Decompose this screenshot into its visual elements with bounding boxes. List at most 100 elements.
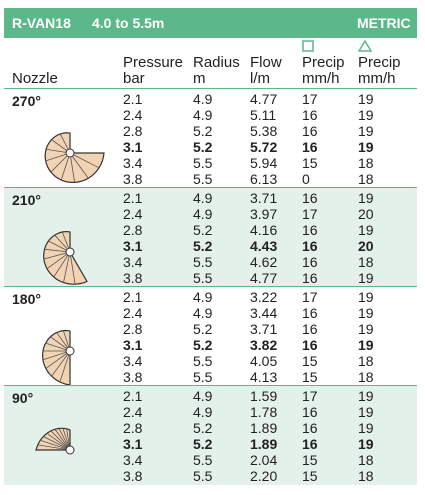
- table-cell: 16: [302, 305, 318, 321]
- table-cell: 4.13: [250, 369, 278, 385]
- table-cell: 16: [302, 420, 318, 436]
- table-cell: 4.9: [193, 289, 213, 305]
- table-cell: 18: [358, 353, 374, 369]
- table-cell: 5.2: [193, 238, 213, 254]
- table-cell: 3.4: [123, 155, 143, 171]
- table-cell: 5.5: [193, 254, 213, 270]
- table-cell: 3.82: [250, 337, 278, 353]
- table-cell: 16: [302, 222, 318, 238]
- table-cell: 3.8: [123, 369, 143, 385]
- table-cell: 18: [358, 452, 374, 468]
- table-cell: 16: [302, 436, 318, 452]
- table-cell: 18: [358, 254, 374, 270]
- table-cell: 19: [358, 139, 374, 155]
- column-header: Radius: [193, 54, 240, 71]
- table-cell: 5.5: [193, 353, 213, 369]
- table-cell: 5.5: [193, 452, 213, 468]
- table-cell: 18: [358, 171, 374, 187]
- table-cell: 18: [358, 468, 374, 484]
- table-cell: 19: [358, 436, 374, 452]
- table-cell: 5.5: [193, 270, 213, 286]
- table-cell: 15: [302, 468, 318, 484]
- table-cell: 3.71: [250, 321, 278, 337]
- table-cell: 4.43: [250, 238, 278, 254]
- square-marker: [302, 40, 314, 52]
- table-cell: 18: [358, 369, 374, 385]
- table-cell: 17: [302, 289, 318, 305]
- nozzle-label: 270°: [12, 93, 41, 109]
- table-cell: 3.8: [123, 171, 143, 187]
- triangle-marker: [358, 40, 372, 52]
- table-cell: 2.4: [123, 305, 143, 321]
- column-header: Pressure: [123, 54, 184, 71]
- table-cell: 5.5: [193, 468, 213, 484]
- table-cell: 16: [302, 270, 318, 286]
- table-cell: 4.16: [250, 222, 278, 238]
- table-cell: 3.22: [250, 289, 278, 305]
- table-cell: 17: [302, 206, 318, 222]
- table-cell: 16: [302, 238, 318, 254]
- table-cell: 19: [358, 305, 374, 321]
- header-bar: [4, 8, 417, 38]
- table-cell: 19: [358, 337, 374, 353]
- table-cell: 3.8: [123, 468, 143, 484]
- table-cell: 2.20: [250, 468, 278, 484]
- table-cell: 2.8: [123, 222, 143, 238]
- table-cell: 1.78: [250, 404, 278, 420]
- unit-system: METRIC: [357, 15, 411, 31]
- table-cell: 16: [302, 337, 318, 353]
- table-cell: 4.9: [193, 404, 213, 420]
- table-cell: 2.04: [250, 452, 278, 468]
- table-cell: 19: [358, 388, 374, 404]
- table-cell: 3.44: [250, 305, 278, 321]
- table-cell: 20: [358, 206, 374, 222]
- table-cell: 2.4: [123, 404, 143, 420]
- column-header: l/m: [250, 70, 270, 87]
- table-cell: 1.89: [250, 420, 278, 436]
- table-cell: 16: [302, 107, 318, 123]
- table-cell: 4.9: [193, 388, 213, 404]
- column-header: Nozzle: [12, 70, 58, 87]
- column-header: Flow: [250, 54, 282, 71]
- table-cell: 19: [358, 420, 374, 436]
- table-cell: 3.4: [123, 452, 143, 468]
- table-cell: 16: [302, 321, 318, 337]
- table-cell: 4.9: [193, 91, 213, 107]
- table-cell: 3.4: [123, 254, 143, 270]
- table-cell: 3.71: [250, 190, 278, 206]
- table-cell: 16: [302, 404, 318, 420]
- table-cell: 4.9: [193, 305, 213, 321]
- table-cell: 17: [302, 91, 318, 107]
- table-cell: 15: [302, 353, 318, 369]
- table-cell: 19: [358, 321, 374, 337]
- table-cell: 19: [358, 107, 374, 123]
- table-cell: 2.8: [123, 321, 143, 337]
- table-cell: 19: [358, 270, 374, 286]
- nozzle-icon: [44, 132, 105, 183]
- table-cell: 16: [302, 139, 318, 155]
- table-cell: 5.2: [193, 337, 213, 353]
- table-cell: 6.13: [250, 171, 278, 187]
- table-cell: 15: [302, 452, 318, 468]
- table-cell: 5.5: [193, 155, 213, 171]
- table-cell: 15: [302, 155, 318, 171]
- table-cell: 3.1: [123, 337, 143, 353]
- table-cell: 4.77: [250, 91, 278, 107]
- model: R-VAN18: [12, 15, 71, 31]
- table-cell: 2.8: [123, 123, 143, 139]
- table-cell: 5.2: [193, 436, 213, 452]
- nozzle-icon: [41, 329, 75, 385]
- table-cell: 17: [302, 388, 318, 404]
- nozzle-icon: [35, 427, 75, 455]
- nozzle-group: 90° 2.1 4.9 1.59 17 19 2.4 4.9 1.78 16 19 2.8 5.2 1.8…: [4, 385, 417, 485]
- table-cell: 19: [358, 123, 374, 139]
- table-cell: 1.59: [250, 388, 278, 404]
- nozzle-group: 210° 2.1 4.9 3.71 16 19 2.4 4.9 3.97 17 20 2.8 5.2 4.…: [4, 187, 417, 287]
- table-cell: 5.72: [250, 139, 278, 155]
- table-cell: 4.9: [193, 107, 213, 123]
- table-cell: 2.8: [123, 420, 143, 436]
- table-cell: 5.2: [193, 123, 213, 139]
- table-cell: 16: [302, 254, 318, 270]
- column-header: Precip: [358, 54, 401, 71]
